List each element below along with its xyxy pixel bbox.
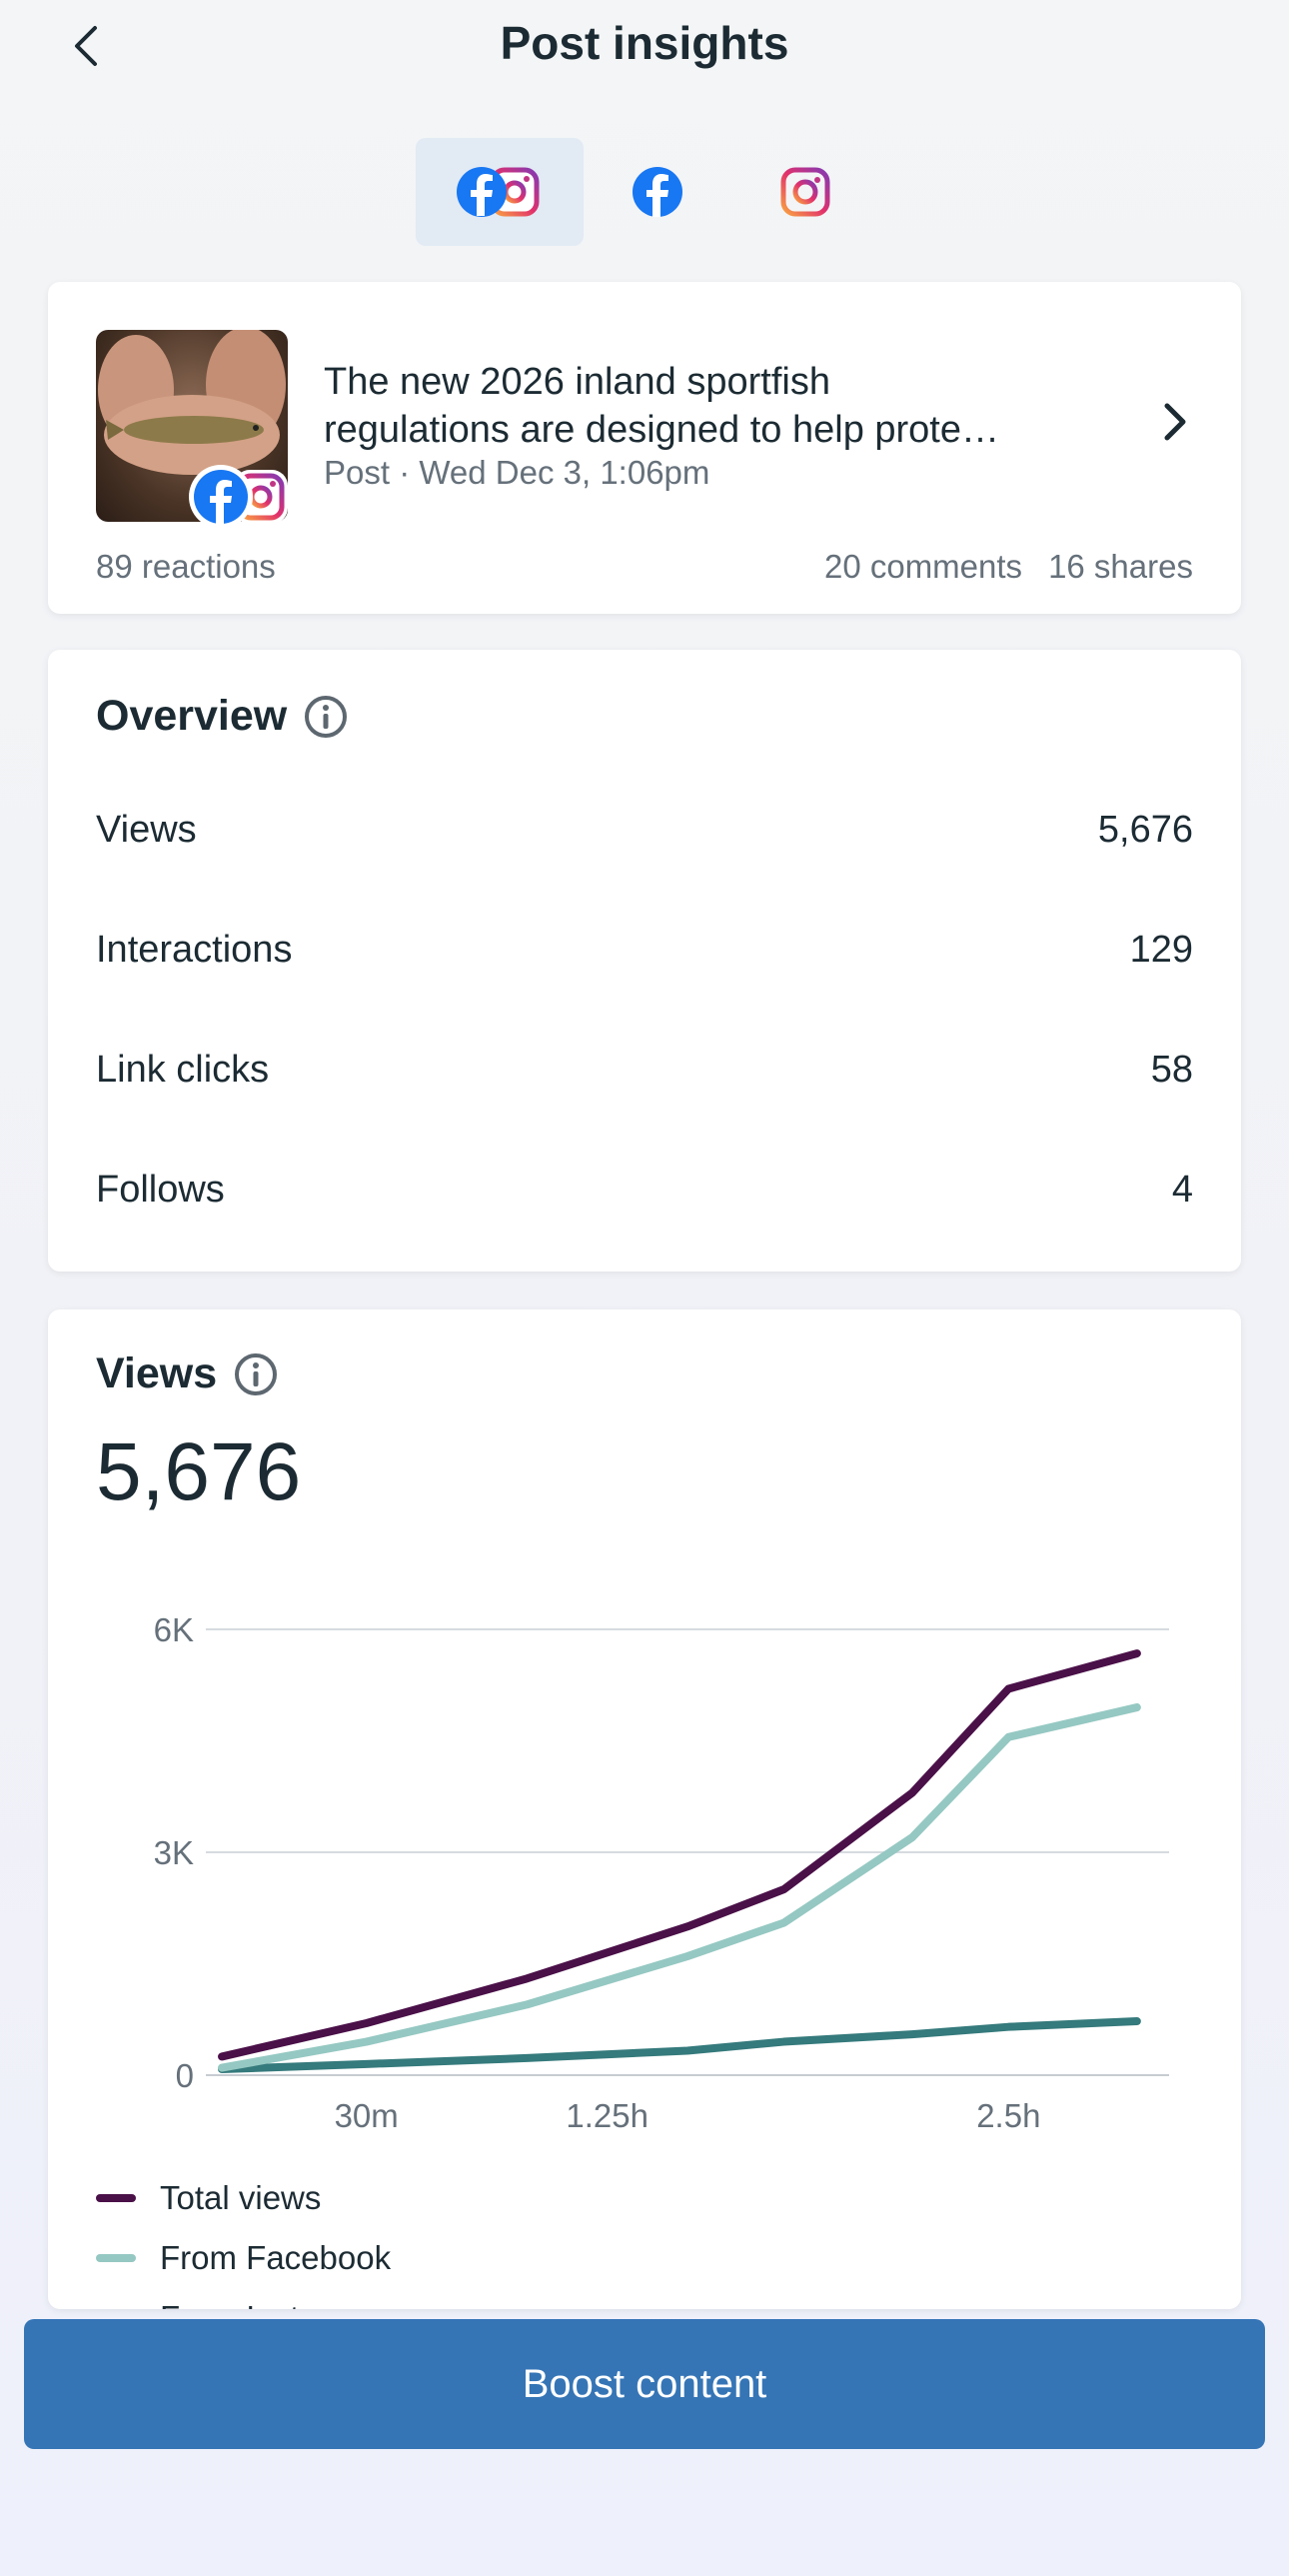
back-button[interactable] [56,14,116,78]
overview-title-text: Overview [96,692,288,740]
post-meta: Post · Wed Dec 3, 1:06pm [324,454,710,491]
overview-row-label: Follows [96,1168,225,1211]
boost-content-button[interactable]: Boost content [24,2319,1265,2449]
platform-tabs [416,138,879,248]
post-caption: The new 2026 inland sportfish regulation… [324,358,1153,454]
views-line-chart: 0 3K 6K 30m 1.25h 2.5h [154,1611,1169,2134]
legend-label: From Instagram [160,2299,393,2309]
post-caption-line-1: The new 2026 inland sportfish [324,361,830,403]
open-post-button[interactable] [1161,400,1189,449]
chevron-right-icon [1164,403,1186,441]
post-thumbnail [96,330,288,522]
x-tick-label: 1.25h [566,2097,648,2134]
legend-swatch [96,2254,136,2262]
overview-row-views: Views 5,676 [96,800,1193,860]
overview-row-label: Link clicks [96,1048,270,1091]
fish-photo [98,330,286,475]
reactions-count: 89 reactions [96,548,276,585]
overview-card: Overview Views 5,676 Interactions 129 Li… [48,650,1241,1272]
info-icon[interactable] [233,1351,279,1397]
overview-row-value: 4 [1171,1168,1193,1211]
overview-row-value: 58 [1150,1048,1193,1091]
instagram-icon [780,167,830,217]
overview-title: Overview [96,692,349,741]
views-card: Views 5,676 0 3K 6K 30m 1.25h 2.5h Total view… [48,1309,1241,2309]
overview-row-interactions: Interactions 129 [96,920,1193,980]
views-title-text: Views [96,1349,218,1397]
overview-row-label: Interactions [96,928,293,971]
shares-count: 16 shares [1048,548,1193,585]
legend-swatch [96,2194,136,2202]
legend-total-views: Total views [96,2179,321,2217]
tab-facebook[interactable] [584,138,731,246]
x-tick-label: 2.5h [976,2097,1040,2134]
series-line-from-facebook [218,1703,1141,2072]
facebook-instagram-icon [457,167,540,217]
series-line-from-instagram [218,2017,1141,2074]
comments-count: 20 comments [823,548,1023,585]
chevron-left-icon [75,26,97,66]
facebook-icon [633,167,682,217]
page-title: Post insights [500,17,789,69]
y-tick-label: 3K [154,1834,194,1871]
y-tick-label: 0 [176,2057,194,2094]
views-title: Views [96,1349,279,1398]
engagement-counts: 20 comments 16 shares [798,548,1193,586]
tab-instagram[interactable] [731,138,879,246]
overview-row-value: 5,676 [1097,808,1193,851]
tab-all-platforms[interactable] [416,138,584,246]
info-icon[interactable] [303,694,349,740]
y-tick-label: 6K [154,1611,194,1648]
overview-row-label: Views [96,808,197,851]
overview-row-value: 129 [1129,928,1193,971]
legend-label: From Facebook [160,2239,392,2276]
post-card[interactable]: The new 2026 inland sportfish regulation… [48,282,1241,614]
legend-from-instagram: From Instagram [96,2299,393,2309]
overview-row-link-clicks: Link clicks 58 [96,1040,1193,1100]
overview-row-follows: Follows 4 [96,1160,1193,1220]
views-total: 5,676 [96,1426,302,1517]
legend-from-facebook: From Facebook [96,2239,391,2277]
post-caption-line-2: regulations are designed to help prote… [324,409,1000,451]
facebook-instagram-icon [189,465,288,529]
series-line-total-views [218,1649,1141,2061]
x-tick-label: 30m [335,2097,399,2134]
platform-badge [188,464,298,535]
legend-label: Total views [160,2179,322,2216]
header: Post insights [0,0,1289,96]
